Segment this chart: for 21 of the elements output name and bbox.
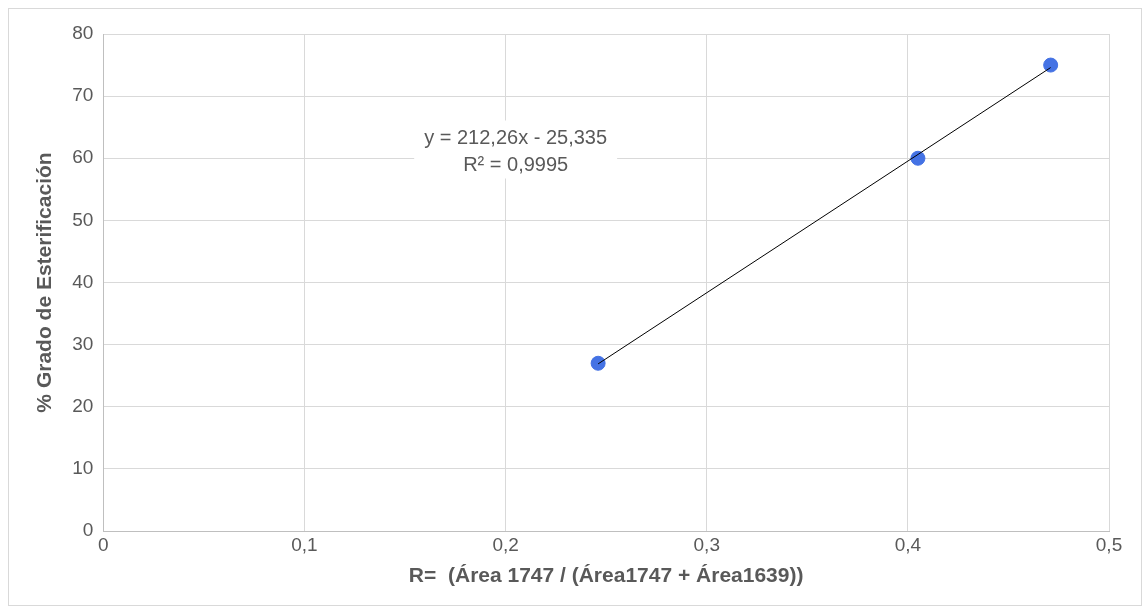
x-tick-label: 0,5 [1095, 533, 1123, 555]
point [590, 355, 606, 371]
x-tick-label: 0,4 [894, 533, 922, 555]
y-tick-label: 70 [72, 84, 94, 106]
y-tick-label: 80 [72, 22, 94, 44]
y-tick-label: 40 [72, 270, 94, 292]
x-tick-label: 0 [98, 533, 109, 555]
point [1043, 57, 1059, 73]
y-tick-label: 20 [72, 394, 94, 416]
y-tick-label: 50 [72, 208, 94, 230]
annotation: y = 212,26x - 25,335 [424, 125, 608, 148]
y-tick-label: 30 [72, 332, 94, 354]
x-tick-label: 0,3 [693, 533, 720, 555]
y-axis-title: % Grado de Esterificación [32, 152, 56, 413]
x-axis-title: R= (Área 1747 / (Área1747 + Área1639)) [408, 563, 804, 587]
annotation: R² = 0,9995 [463, 152, 569, 175]
y-tick-label: 60 [72, 146, 94, 168]
y-tick-label: 0 [82, 519, 94, 541]
x-tick-label: 0,1 [291, 533, 318, 555]
y-tick-label: 10 [72, 457, 94, 479]
x-tick-label: 0,2 [492, 533, 519, 555]
